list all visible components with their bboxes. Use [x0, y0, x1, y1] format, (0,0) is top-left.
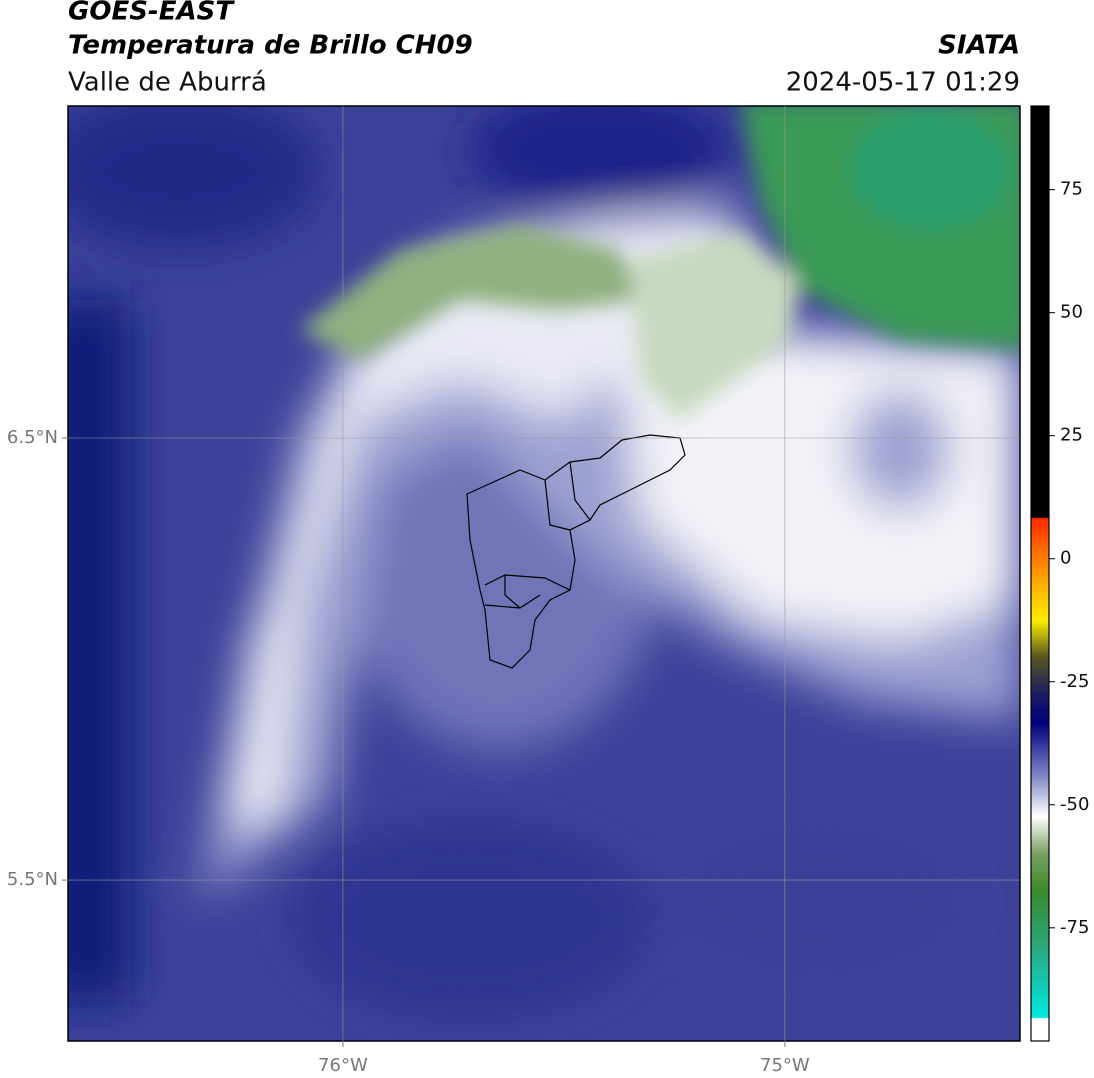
colorbar-tick-label: -25 [1060, 671, 1089, 692]
lat-tick-label: 6.5°N [7, 427, 58, 448]
colorbar [1030, 105, 1050, 1042]
region: Valle de Aburrá [68, 68, 267, 98]
subtitle: Temperatura de Brillo CH09 [68, 31, 473, 61]
lat-tick-label: 5.5°N [7, 869, 58, 890]
colorbar-tick-label: 50 [1060, 302, 1083, 323]
lon-tick-label: 75°W [760, 1055, 810, 1076]
map-frame [67, 105, 1021, 1042]
colorbar-tick-label: -75 [1060, 917, 1089, 938]
colorbar-tick-label: -50 [1060, 794, 1089, 815]
title: GOES-EAST [68, 0, 235, 27]
agency: SIATA [938, 31, 1020, 61]
timestamp: 2024-05-17 01:29 [786, 68, 1020, 98]
lon-tick-label: 76°W [318, 1055, 368, 1076]
colorbar-tick-label: 0 [1060, 548, 1071, 569]
colorbar-tick-label: 75 [1060, 179, 1083, 200]
satellite-image [68, 106, 1020, 1041]
colorbar-tick-label: 25 [1060, 425, 1083, 446]
